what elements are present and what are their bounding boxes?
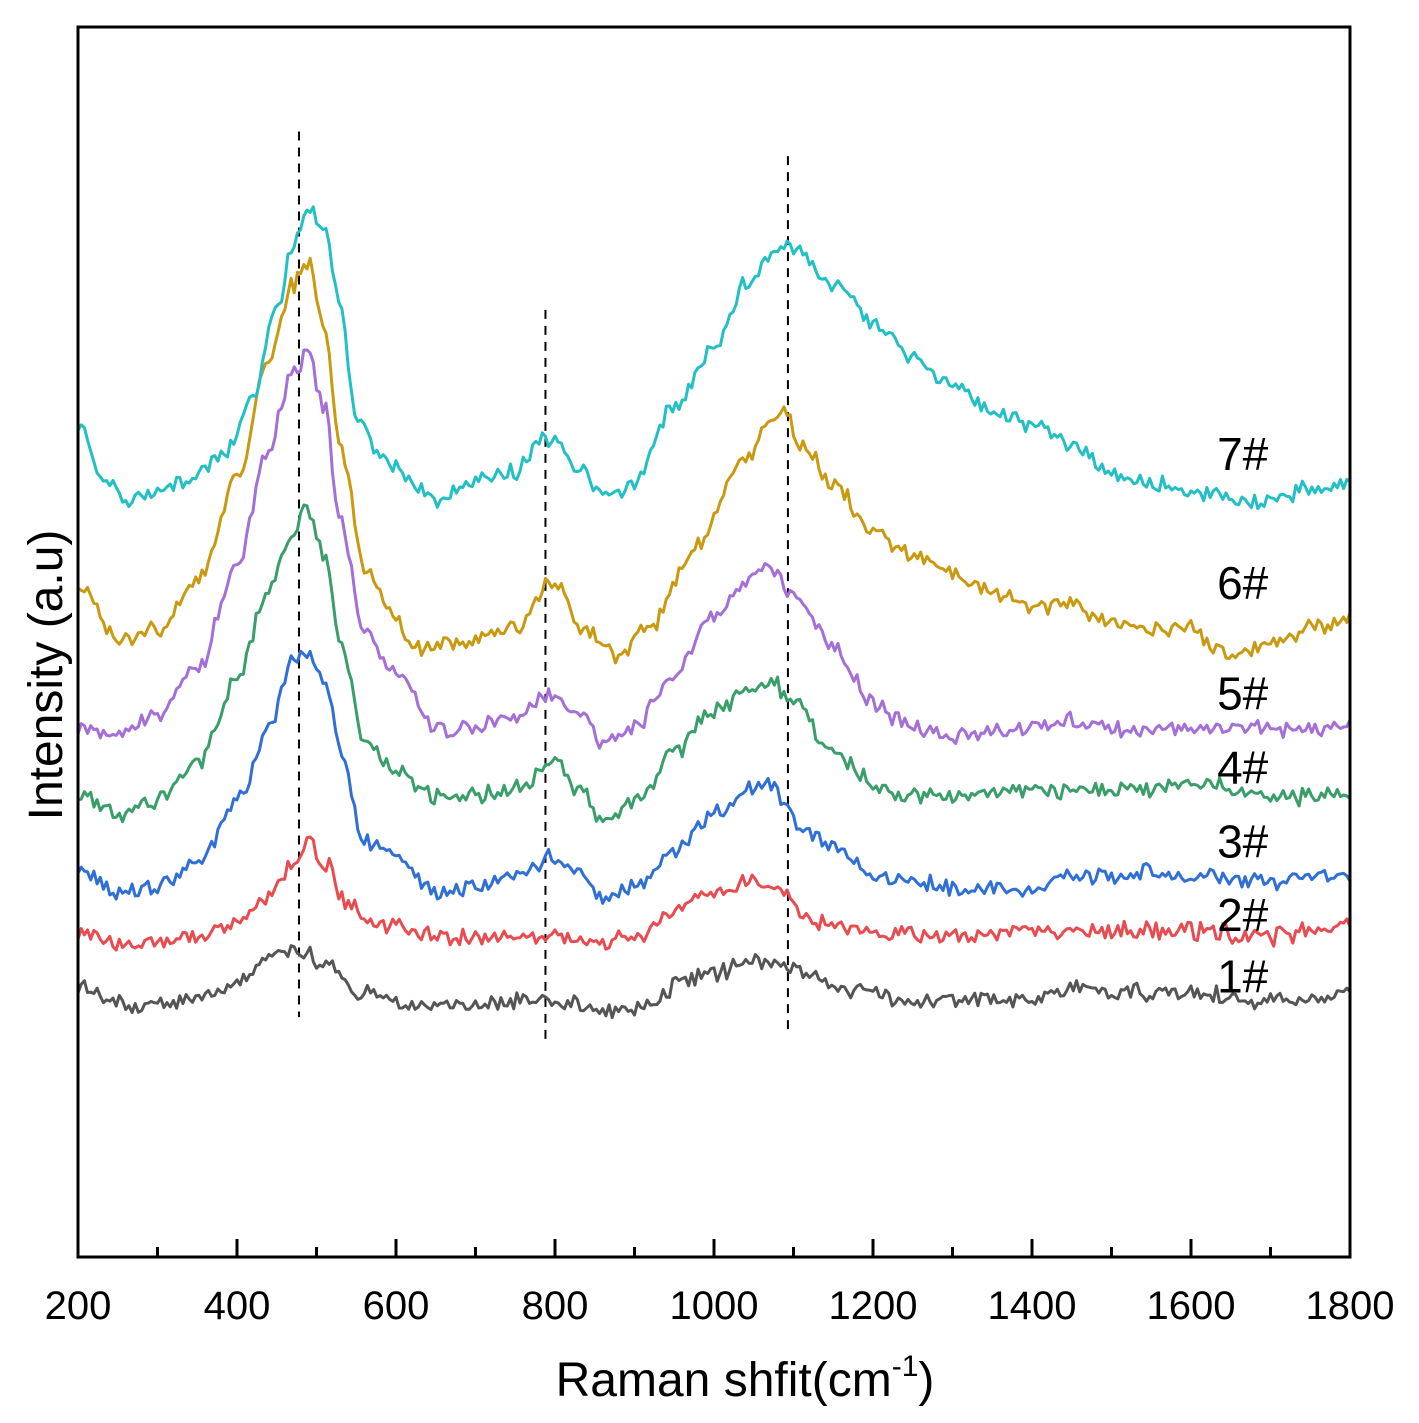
x-tick-label: 800 xyxy=(522,1284,589,1328)
series-label-6: 6# xyxy=(1217,557,1269,609)
y-axis-title: Intensity (a.u) xyxy=(20,530,73,821)
series-label-3: 3# xyxy=(1217,815,1269,867)
series-line-6 xyxy=(77,256,1352,665)
x-axis-title: Raman shfit(cm-1) xyxy=(556,1350,935,1407)
series-line-5 xyxy=(76,348,1352,750)
x-tick-label: 600 xyxy=(363,1284,430,1328)
x-ticks: 200 400 600 800 1000 1200 1400 1600 1800 xyxy=(45,1239,1395,1328)
series-layer xyxy=(76,205,1352,1020)
x-axis-title-close: ) xyxy=(918,1354,934,1407)
x-tick-label: 1800 xyxy=(1306,1284,1395,1328)
series-labels: 1# 2# 3# 4# 5# 6# 7# xyxy=(1217,428,1269,1003)
series-label-7: 7# xyxy=(1217,428,1269,480)
axes xyxy=(76,25,1352,1259)
x-axis-title-sup: -1 xyxy=(892,1350,919,1383)
x-tick-label: 1200 xyxy=(829,1284,918,1328)
series-line-3 xyxy=(76,649,1352,905)
x-tick-label: 1000 xyxy=(670,1284,759,1328)
x-tick-label: 1400 xyxy=(988,1284,1077,1328)
series-label-4: 4# xyxy=(1217,741,1269,793)
x-tick-label: 200 xyxy=(45,1284,112,1328)
series-line-2 xyxy=(76,835,1352,952)
x-tick-label: 1600 xyxy=(1147,1284,1236,1328)
series-line-1 xyxy=(76,944,1352,1020)
series-label-5: 5# xyxy=(1217,668,1269,720)
x-tick-label: 400 xyxy=(204,1284,271,1328)
series-line-4 xyxy=(77,503,1351,824)
series-label-2: 2# xyxy=(1217,889,1269,941)
plot-frame xyxy=(76,25,1352,1259)
x-axis-title-main: Raman shfit(cm xyxy=(556,1354,892,1407)
series-label-1: 1# xyxy=(1217,951,1269,1003)
series-line-7 xyxy=(76,205,1351,511)
